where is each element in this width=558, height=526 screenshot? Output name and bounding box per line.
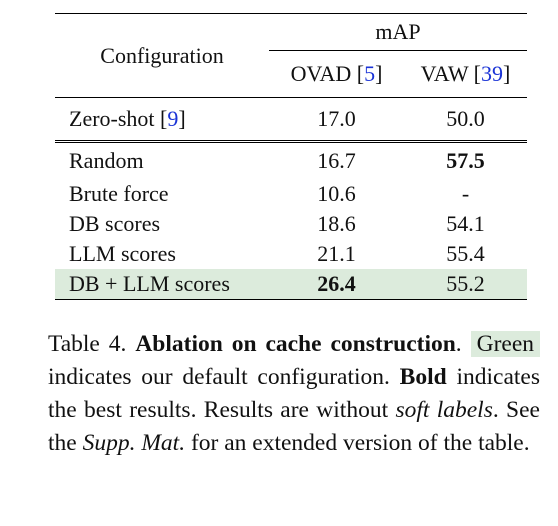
text-run: 54.1 [446, 211, 485, 236]
text-run: 9 [167, 106, 179, 131]
text-run: LLM scores [69, 241, 176, 266]
table-cell: - [404, 179, 527, 209]
table-cell: DB scores [55, 209, 269, 239]
text-run: 39 [481, 61, 504, 86]
text-run: 55.2 [446, 271, 485, 296]
text-run: . See the [48, 397, 540, 456]
text-run: Zero-shot [ [69, 106, 168, 131]
text-run: DB scores [69, 211, 161, 236]
text-run: Random [69, 148, 144, 173]
table-row: Zero-shot [9] 17.0 50.0 [55, 97, 527, 142]
text-run: indicates our default configuration. [48, 364, 400, 390]
table-cell: LLM scores [55, 239, 269, 269]
header-cell: VAW [39] [404, 51, 527, 98]
table-cell: 50.0 [404, 97, 527, 142]
table-cell: 16.7 [269, 140, 404, 179]
text-run: Bold [399, 364, 447, 390]
table-row: Random 16.7 57.5 [55, 140, 527, 179]
table-cell: 57.5 [404, 140, 527, 179]
text-run: - [461, 181, 470, 206]
text-run: 16.7 [317, 148, 356, 173]
text-run: Ablation on cache construction [135, 331, 456, 357]
text-run: DB + LLM scores [69, 271, 230, 296]
table-cell: 21.1 [269, 239, 404, 269]
text-run: OVAD [ [290, 61, 365, 86]
text-run: . [455, 331, 471, 357]
table-cell: Brute force [55, 179, 269, 209]
text-run: 17.0 [317, 106, 356, 131]
text-run: 18.6 [317, 211, 356, 236]
results-table: Configuration mAP OVAD [5] VAW [39] Zero-sho… [55, 13, 527, 300]
text-run: 26.4 [317, 271, 356, 296]
text-run: ] [503, 61, 511, 86]
header-row: Configuration mAP [55, 13, 527, 98]
text-run: 21.1 [317, 241, 356, 266]
text-run: VAW [ [420, 61, 482, 86]
table-row: Brute force 10.6 - [55, 179, 527, 209]
text-run: 5 [364, 61, 376, 86]
table-cell: 55.2 [404, 269, 527, 300]
text-run: 57.5 [446, 148, 485, 173]
text-run: ] [375, 61, 383, 86]
text-run: Green [470, 331, 541, 357]
table-cell: 26.4 [269, 269, 404, 300]
table-cell: 17.0 [269, 97, 404, 142]
caption: Table 4. Ablation on cache construction.… [48, 328, 541, 460]
table-row: DB + LLM scores 26.4 55.2 [55, 269, 527, 300]
text-run: Table 4. [48, 331, 136, 357]
group-header: mAP [269, 13, 527, 51]
header-row: OVAD [5] VAW [39] [55, 51, 527, 98]
table-row: LLM scores 21.1 55.4 [55, 239, 527, 269]
table-cell: 10.6 [269, 179, 404, 209]
text-run: ] [178, 106, 186, 131]
text-run: indicates the best results. Results are … [48, 364, 540, 423]
text-run: 50.0 [446, 106, 485, 131]
text-run: 10.6 [317, 181, 356, 206]
text-run: for an extended version of the table. [185, 430, 530, 456]
table-cell: 54.1 [404, 209, 527, 239]
text-run: Supp. Mat. [82, 430, 186, 456]
table-cell: 55.4 [404, 239, 527, 269]
text-run: 55.4 [446, 241, 485, 266]
header-cell: OVAD [5] [269, 51, 404, 98]
table-cell: 18.6 [269, 209, 404, 239]
text-run: Configuration [100, 42, 224, 68]
table-cell: Random [55, 140, 269, 179]
text-run: soft labels [395, 397, 493, 423]
table-cell: Zero-shot [9] [55, 97, 269, 142]
text-run: Brute force [69, 181, 169, 206]
table-row: DB scores 18.6 54.1 [55, 209, 527, 239]
header-cell: Configuration [55, 13, 269, 98]
table-cell: DB + LLM scores [55, 269, 269, 300]
